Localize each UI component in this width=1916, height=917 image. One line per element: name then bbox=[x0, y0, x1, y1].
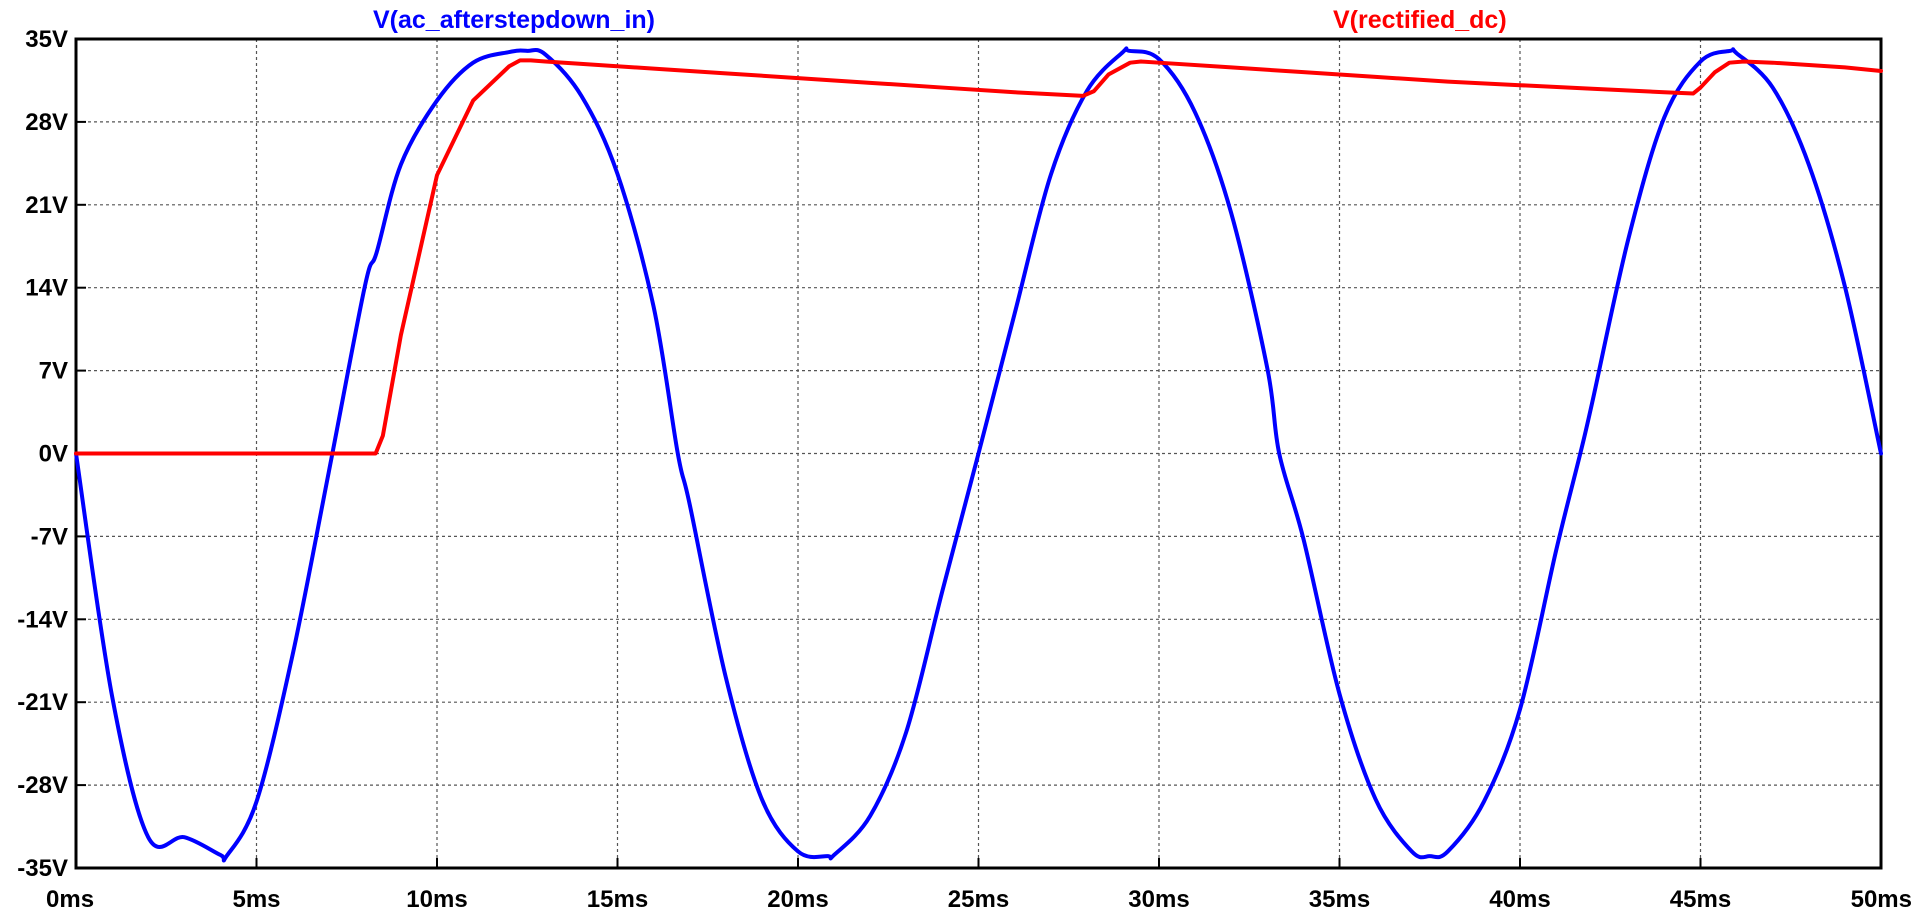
y-tick-label: -14V bbox=[17, 606, 68, 633]
ac-input-trace-label[interactable]: V(ac_afterstepdown_in) bbox=[373, 6, 655, 34]
y-tick-label: -28V bbox=[17, 772, 68, 799]
x-tick-label: 25ms bbox=[948, 886, 1009, 912]
y-tick-label: 0V bbox=[39, 441, 68, 468]
y-tick-label: -21V bbox=[17, 689, 68, 716]
y-tick-label: 7V bbox=[39, 358, 68, 385]
y-tick-label: 28V bbox=[25, 109, 68, 136]
x-tick-label: 40ms bbox=[1489, 886, 1550, 912]
y-tick-label: 21V bbox=[25, 192, 68, 219]
x-tick-label: 10ms bbox=[406, 886, 467, 912]
x-tick-label: 5ms bbox=[232, 886, 280, 912]
x-tick-label: 50ms bbox=[1851, 886, 1912, 912]
x-tick-label: 0ms bbox=[46, 886, 94, 912]
x-tick-label: 30ms bbox=[1128, 886, 1189, 912]
x-tick-label: 20ms bbox=[767, 886, 828, 912]
x-tick-label: 35ms bbox=[1309, 886, 1370, 912]
rectified-dc-trace bbox=[74, 58, 1883, 456]
x-tick-label: 45ms bbox=[1670, 886, 1731, 912]
y-tick-label: -7V bbox=[31, 523, 68, 550]
x-tick-label: 15ms bbox=[587, 886, 648, 912]
ac-input-trace bbox=[74, 46, 1883, 863]
rectified-dc-trace-label[interactable]: V(rectified_dc) bbox=[1333, 6, 1507, 34]
y-tick-label: 14V bbox=[25, 275, 68, 302]
y-tick-label: -35V bbox=[17, 855, 68, 882]
y-tick-label: 35V bbox=[25, 26, 68, 53]
